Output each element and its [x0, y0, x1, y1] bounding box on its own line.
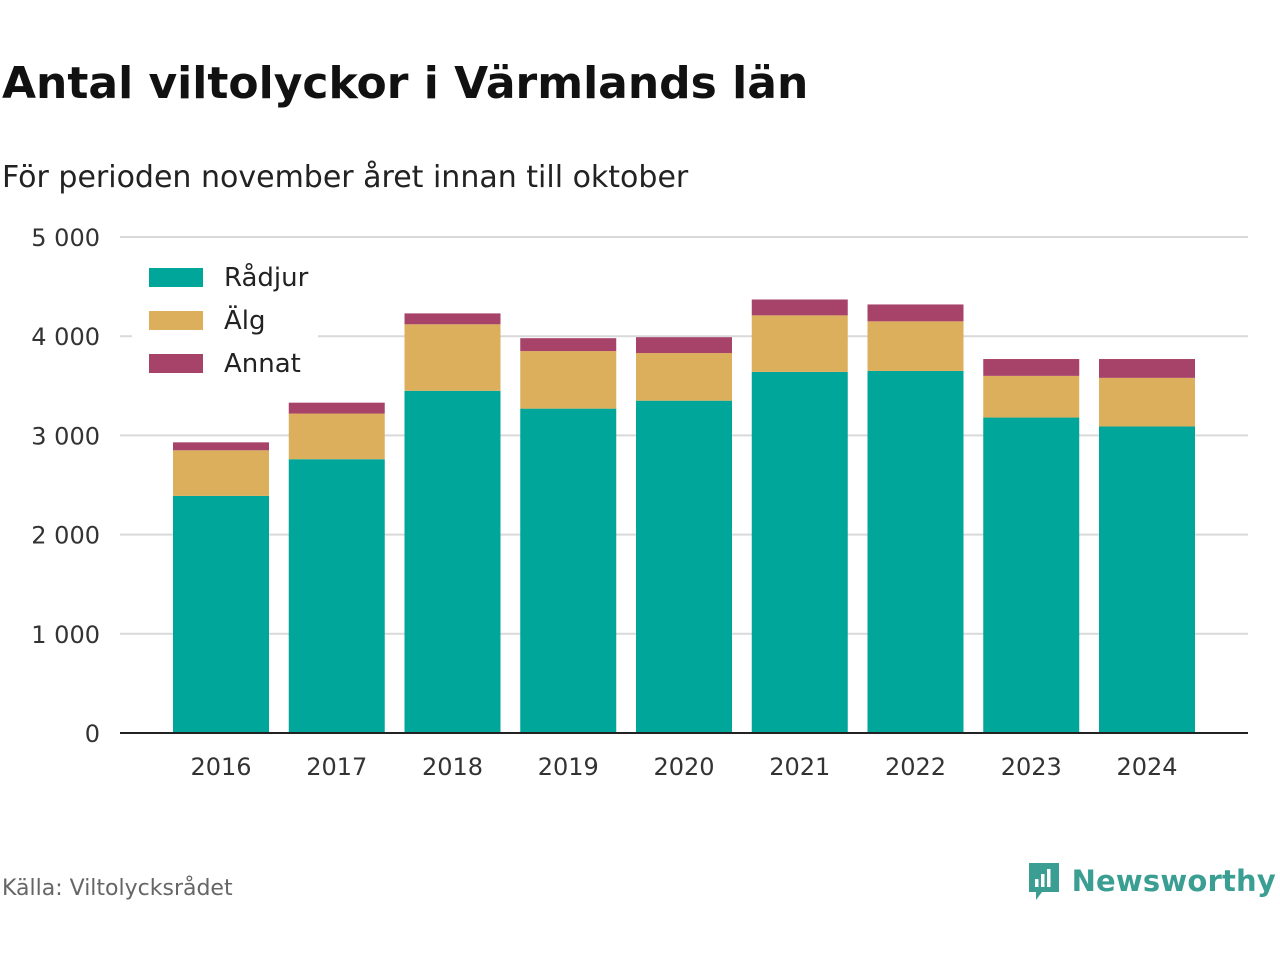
bar-segment — [173, 450, 269, 496]
y-tick-label: 1 000 — [31, 621, 100, 649]
bar-segment — [636, 353, 732, 401]
legend-swatch — [149, 354, 203, 373]
x-tick-label: 2024 — [1116, 753, 1177, 781]
bar-segment — [751, 315, 848, 372]
x-tick-label: 2017 — [306, 753, 367, 781]
bar-segment — [173, 442, 269, 451]
x-tick-label: 2022 — [885, 753, 946, 781]
x-tick-label: 2018 — [422, 753, 483, 781]
legend-swatch — [149, 311, 203, 330]
chart-title: Antal viltolyckor i Värmlands län — [2, 58, 809, 109]
bar-segment — [288, 459, 385, 733]
bars — [173, 299, 1195, 733]
bar-chart-speech-icon — [1028, 863, 1059, 900]
y-axis-labels: 0 1 000 2 000 3 000 4 000 5 000 — [31, 224, 100, 748]
source-note: Källa: Viltolycksrådet — [2, 876, 233, 901]
bar-segment — [751, 371, 848, 733]
x-tick-label: 2019 — [538, 753, 599, 781]
bar-segment — [404, 390, 501, 733]
bar-segment — [404, 313, 501, 325]
bar-segment — [983, 375, 1080, 418]
bar-segment — [1099, 377, 1195, 427]
bar-segment — [636, 400, 732, 733]
y-tick-label: 2 000 — [31, 522, 100, 550]
brand-logo: Newsworthy — [1026, 860, 1276, 902]
bar-segment — [520, 351, 617, 409]
x-tick-label: 2023 — [1001, 753, 1062, 781]
x-axis-labels: 2016 2017 2018 2019 2020 2021 2022 2023 2024 — [190, 753, 1177, 781]
y-tick-label: 4 000 — [31, 323, 100, 351]
y-tick-label: 5 000 — [31, 224, 100, 252]
bar-segment — [867, 370, 964, 733]
legend-swatch — [149, 268, 203, 287]
bar-segment — [288, 413, 385, 460]
bar-segment — [636, 337, 732, 354]
x-tick-label: 2021 — [769, 753, 830, 781]
bar-segment — [520, 338, 617, 352]
brand-name: Newsworthy — [1071, 864, 1276, 898]
bar-segment — [867, 304, 964, 322]
bar-segment — [983, 359, 1080, 376]
legend-label: Rådjur — [224, 262, 309, 293]
legend-label: Älg — [224, 304, 266, 336]
x-tick-label: 2020 — [653, 753, 714, 781]
legend: Rådjur Älg Annat — [132, 252, 318, 382]
chart-subtitle: För perioden november året innan till ok… — [2, 160, 689, 195]
bar-segment — [751, 299, 848, 316]
bar-segment — [1099, 359, 1195, 378]
bar-segment — [867, 321, 964, 371]
y-tick-label: 0 — [85, 720, 100, 748]
bar-segment — [1099, 426, 1195, 733]
x-tick-label: 2016 — [190, 753, 251, 781]
y-tick-label: 3 000 — [31, 422, 100, 450]
bar-segment — [404, 324, 501, 391]
bar-segment — [983, 417, 1080, 733]
bar-segment — [520, 408, 617, 733]
bar-segment — [173, 495, 269, 733]
legend-label: Annat — [224, 349, 301, 379]
bar-segment — [288, 402, 385, 414]
